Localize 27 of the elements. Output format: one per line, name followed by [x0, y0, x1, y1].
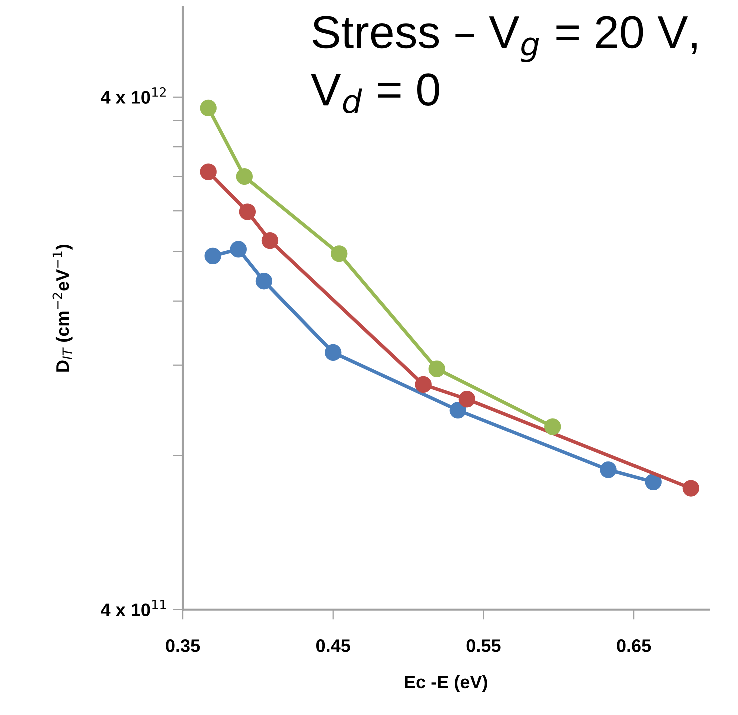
- point: [544, 418, 562, 436]
- y-tick-label: 4 x 10$^{11}$: [101, 600, 166, 616]
- y-axis-title: D$_{IT}$ (cm$^{−2}$eV$^{−1}$): [52, 245, 73, 372]
- x-axis-title: Ec -E (eV): [405, 675, 488, 692]
- y-tick-label: 4 x 10$^{12}$: [101, 88, 166, 104]
- point: [682, 480, 700, 497]
- point: [428, 360, 446, 378]
- point: [645, 474, 662, 491]
- point: [200, 164, 217, 180]
- point: [204, 248, 222, 265]
- point: [450, 402, 466, 419]
- x-tick-label: 0.35: [166, 640, 200, 652]
- point: [236, 168, 253, 186]
- x-tick-label: 0.55: [466, 640, 501, 652]
- x-tick-label: 0.65: [617, 640, 652, 652]
- point: [200, 100, 217, 117]
- point: [230, 241, 247, 258]
- point: [262, 232, 279, 250]
- text: Stress – V$_{g}$ = 20 V, V$_{d}$ = 0: [311, 16, 697, 114]
- point: [325, 344, 342, 362]
- point: [239, 204, 256, 220]
- point: [415, 376, 432, 394]
- point: [331, 246, 348, 262]
- x-tick-label: 0.45: [316, 640, 350, 652]
- point: [458, 391, 476, 408]
- point: [600, 462, 617, 478]
- point: [256, 273, 273, 290]
